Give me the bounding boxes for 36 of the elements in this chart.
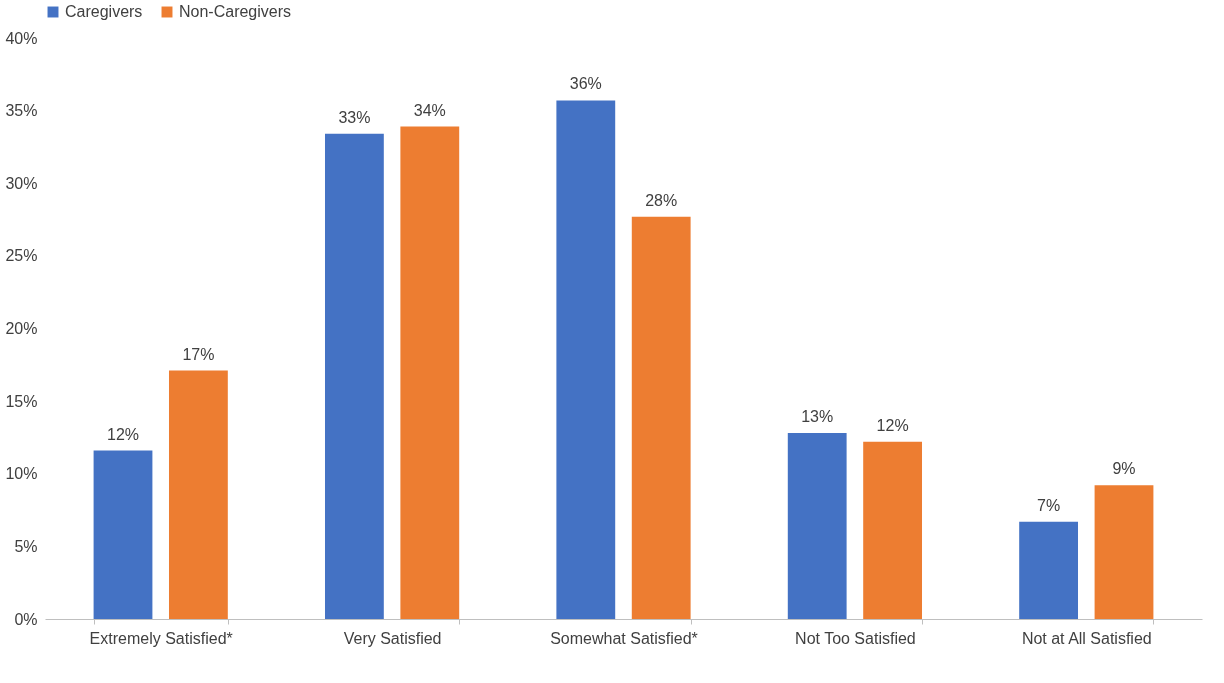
x-tick-label: Extremely Satisfied*: [89, 629, 233, 647]
y-tick-label: 15%: [5, 392, 38, 410]
y-tick-label: 5%: [14, 537, 38, 555]
y-tick-label: 30%: [5, 174, 38, 192]
y-tick-label: 20%: [5, 320, 38, 337]
legend-label: Non-Caregivers: [179, 3, 292, 20]
bar: [93, 450, 153, 619]
data-label: 7%: [1037, 496, 1061, 514]
data-label: 34%: [413, 101, 446, 119]
bar: [556, 100, 616, 619]
legend-label: Caregivers: [65, 3, 143, 20]
bar: [400, 126, 460, 619]
bar: [631, 216, 691, 619]
x-tick-label: Not Too Satisfied: [795, 629, 916, 647]
bar: [168, 370, 228, 619]
data-label: 12%: [106, 425, 140, 443]
x-tick-label: Not at All Satisfied: [1021, 629, 1152, 647]
data-label: 33%: [338, 108, 371, 126]
y-tick-label: 40%: [5, 29, 38, 47]
data-label: 17%: [182, 345, 215, 363]
y-tick-label: 10%: [5, 465, 38, 483]
bar: [787, 433, 847, 619]
data-label: 13%: [801, 408, 834, 426]
bar: [863, 441, 923, 619]
x-tick-label: Somewhat Satisfied*: [550, 629, 698, 647]
y-tick-label: 25%: [5, 247, 38, 265]
bar: [1019, 521, 1079, 619]
y-tick-label: 0%: [14, 610, 38, 628]
data-label: 28%: [645, 191, 678, 209]
bar: [1094, 485, 1154, 619]
data-label: 36%: [569, 75, 602, 93]
y-tick-label: 35%: [5, 102, 38, 120]
data-label: 12%: [876, 416, 909, 434]
data-label: 9%: [1112, 460, 1136, 478]
bar: [324, 133, 384, 619]
x-tick-label: Very Satisfied: [343, 629, 442, 647]
